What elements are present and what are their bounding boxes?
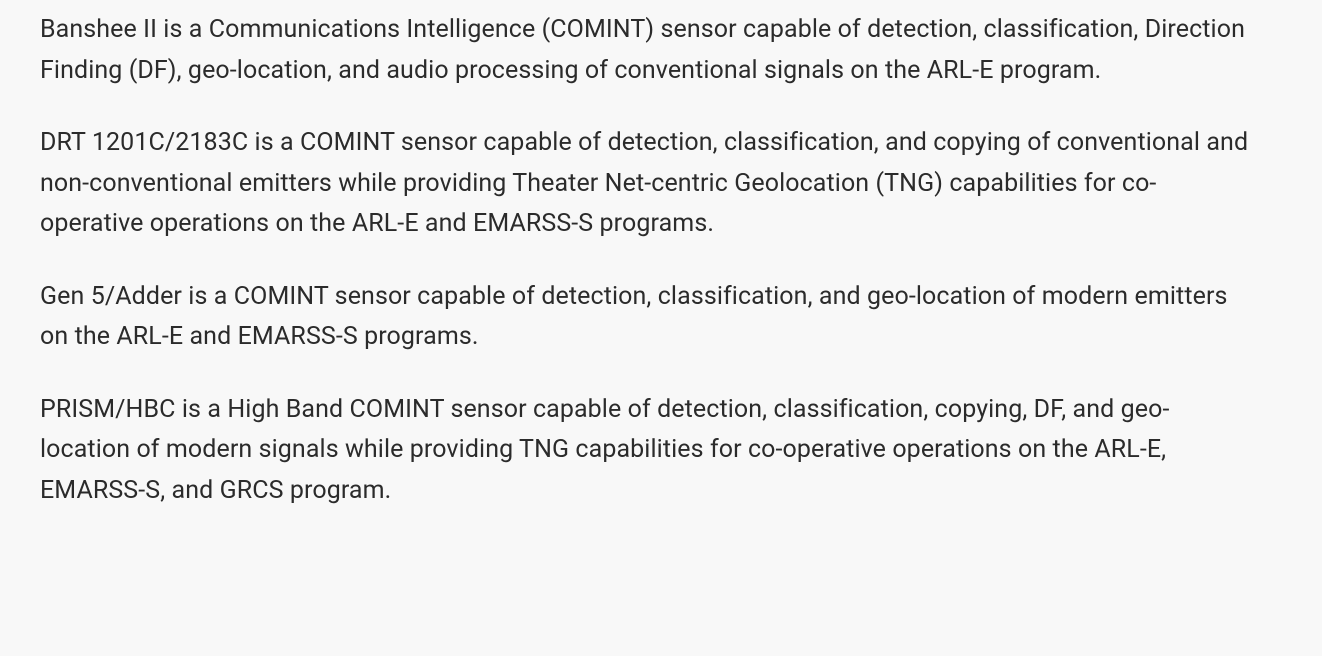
paragraph: Gen 5/Adder is a COMINT sensor capable o… (40, 277, 1250, 358)
document-body: Banshee II is a Communications Intellige… (0, 0, 1322, 535)
paragraph: DRT 1201C/2183C is a COMINT sensor capab… (40, 123, 1250, 245)
paragraph: PRISM/HBC is a High Band COMINT sensor c… (40, 390, 1250, 512)
paragraph: Banshee II is a Communications Intellige… (40, 10, 1250, 91)
